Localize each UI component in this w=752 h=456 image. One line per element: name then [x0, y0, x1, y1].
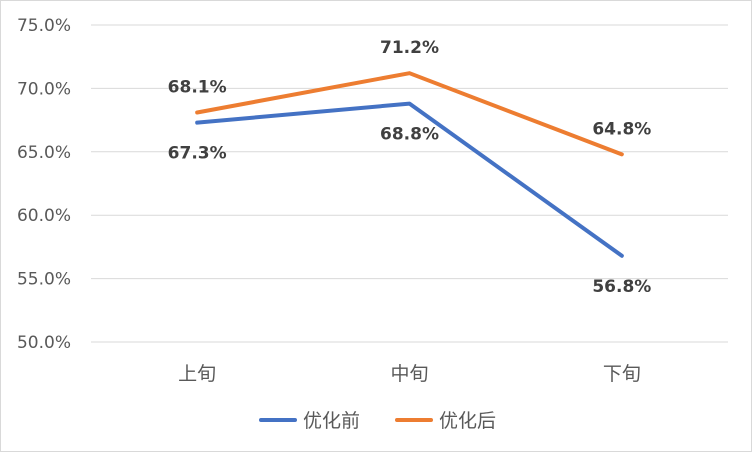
data-label: 71.2% — [380, 38, 439, 58]
y-axis: 50.0% 55.0% 60.0% 65.0% 70.0% 75.0% — [17, 16, 71, 353]
data-labels: 67.3% 68.8% 56.8% 68.1% 71.2% 64.8% — [168, 38, 652, 297]
data-label: 68.8% — [380, 125, 439, 145]
y-tick-label: 60.0% — [17, 206, 71, 226]
data-label: 64.8% — [592, 119, 651, 139]
x-axis: 上旬 中旬 下旬 — [178, 363, 641, 385]
legend: 优化前 优化后 — [261, 410, 496, 432]
y-tick-label: 75.0% — [17, 16, 71, 36]
legend-label: 优化后 — [439, 410, 496, 432]
y-tick-label: 55.0% — [17, 270, 71, 290]
x-category-label: 下旬 — [603, 363, 641, 385]
y-tick-label: 65.0% — [17, 143, 71, 163]
y-tick-label: 70.0% — [17, 79, 71, 99]
legend-label: 优化前 — [303, 410, 360, 432]
data-label: 68.1% — [168, 77, 227, 97]
series-group — [197, 73, 622, 256]
x-category-label: 中旬 — [390, 363, 428, 385]
x-category-label: 上旬 — [178, 363, 216, 385]
y-tick-label: 50.0% — [17, 333, 71, 353]
data-label: 67.3% — [168, 144, 227, 164]
data-label: 56.8% — [592, 277, 651, 297]
